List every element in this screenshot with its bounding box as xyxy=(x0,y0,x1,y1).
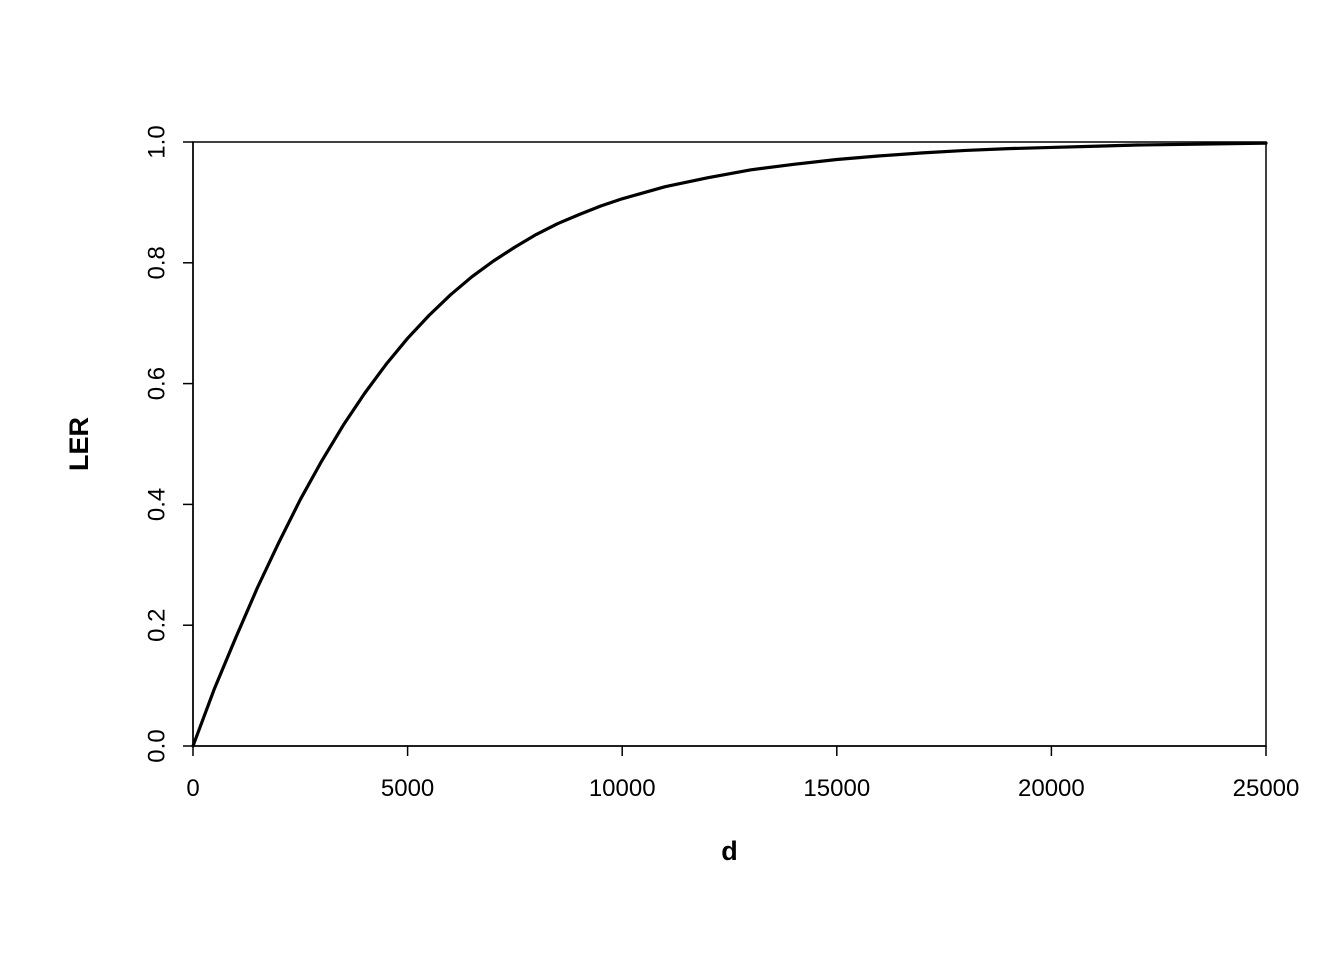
y-tick-label: 0.6 xyxy=(143,367,170,400)
x-tick-label: 5000 xyxy=(381,775,434,802)
y-tick-label: 0.8 xyxy=(143,246,170,279)
y-axis-title: LER xyxy=(64,417,94,471)
x-tick-label: 0 xyxy=(186,775,199,802)
y-tick-label: 0.4 xyxy=(143,488,170,521)
x-axis-title: d xyxy=(721,836,738,866)
chart-svg: 0 5000 10000 15000 20000 25000 d 0.0 0.2 0.4 0.6 0.… xyxy=(0,0,1344,960)
x-tick-label: 20000 xyxy=(1018,775,1085,802)
ler-chart: 0 5000 10000 15000 20000 25000 d 0.0 0.2 0.4 0.6 0.… xyxy=(0,0,1344,960)
y-tick-label: 1.0 xyxy=(143,125,170,158)
y-tick-label: 0.2 xyxy=(143,609,170,642)
x-tick-label: 15000 xyxy=(803,775,870,802)
y-tick-label: 0.0 xyxy=(143,729,170,762)
x-tick-label: 10000 xyxy=(589,775,656,802)
x-tick-label: 25000 xyxy=(1233,775,1300,802)
